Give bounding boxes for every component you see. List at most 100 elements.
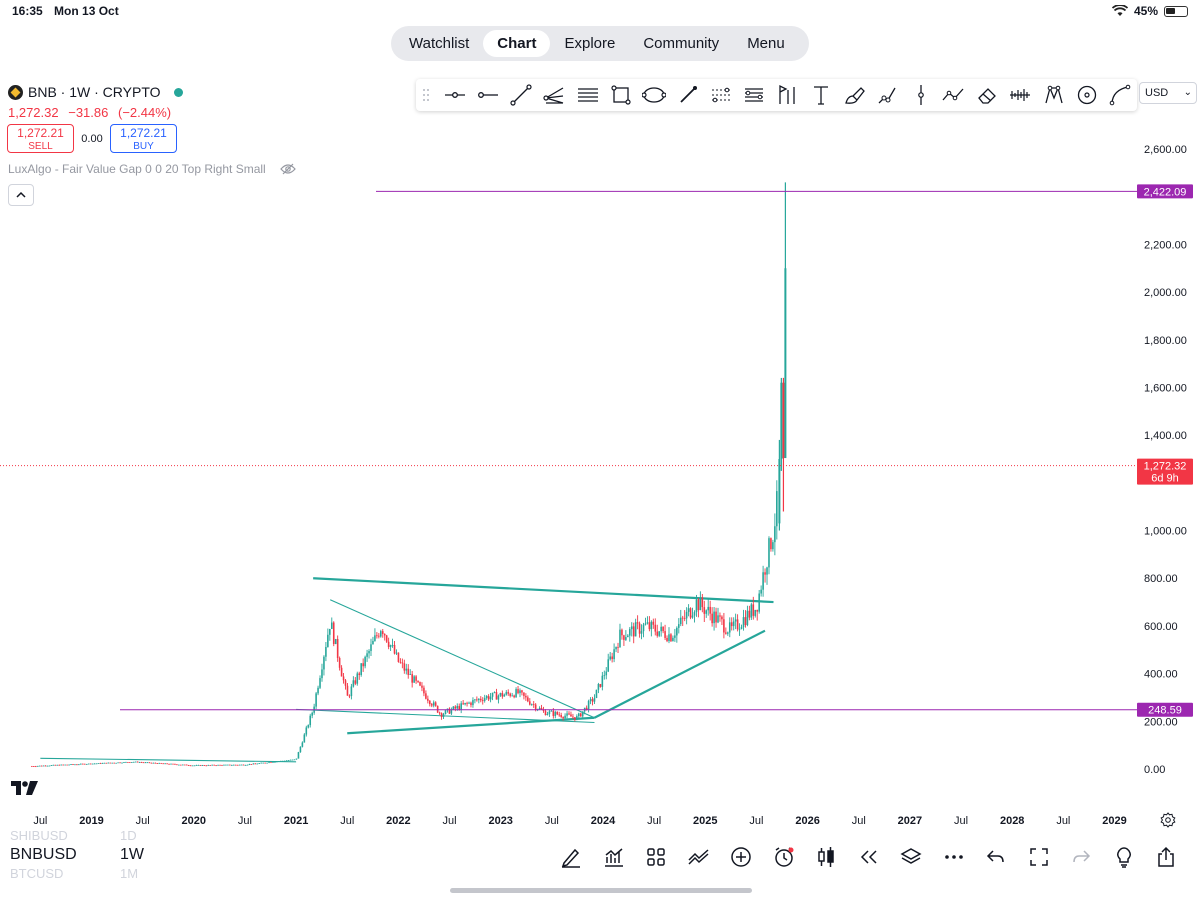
redo-icon[interactable] <box>1066 842 1096 872</box>
brush-icon[interactable] <box>671 79 704 111</box>
price-tick-label: 0.00 <box>1144 764 1165 776</box>
pitchfork-icon[interactable] <box>538 79 571 111</box>
candle-body <box>203 765 206 766</box>
volume-profile-icon[interactable] <box>1004 79 1037 111</box>
path-icon[interactable] <box>704 79 737 111</box>
hidden-eye-icon[interactable] <box>279 163 296 175</box>
candle-body <box>462 703 464 705</box>
text-icon[interactable] <box>804 79 837 111</box>
ellipse-icon[interactable] <box>638 79 671 111</box>
candle-body <box>103 762 106 764</box>
tab-menu[interactable]: Menu <box>747 35 785 52</box>
share-icon[interactable] <box>1151 842 1181 872</box>
gear-icon[interactable] <box>1160 812 1176 828</box>
candle-body <box>701 597 704 608</box>
trend-line-icon[interactable] <box>505 79 538 111</box>
drag-grip-icon[interactable] <box>422 87 430 103</box>
anchor-icon[interactable] <box>871 79 904 111</box>
undo-icon[interactable] <box>981 842 1011 872</box>
time-tick-label: 2028 <box>1000 815 1024 827</box>
vertical-line-icon[interactable] <box>904 79 937 111</box>
candle-body <box>401 662 404 664</box>
candle-body <box>730 622 733 627</box>
candle-body <box>250 764 253 765</box>
long-position-icon[interactable] <box>738 79 771 111</box>
bottom-symbol[interactable]: BNBUSD <box>10 846 77 863</box>
candle-body <box>760 589 762 594</box>
interval-select[interactable]: 1W <box>120 846 144 863</box>
projection-icon[interactable] <box>937 79 970 111</box>
sell-button[interactable]: 1,272.21 SELL <box>7 124 74 153</box>
collapse-legend-button[interactable] <box>8 184 34 206</box>
candle-body <box>507 692 510 694</box>
candle-body <box>80 763 82 765</box>
alert-icon[interactable] <box>769 842 799 872</box>
buy-button[interactable]: 1,272.21 BUY <box>110 124 177 153</box>
candle-body <box>517 689 519 694</box>
tab-explore[interactable]: Explore <box>564 35 616 52</box>
time-tick-label: 2029 <box>1102 815 1126 827</box>
parallel-channel-icon[interactable] <box>571 79 604 111</box>
candle-body <box>132 761 135 763</box>
bnb-logo-icon <box>8 84 23 100</box>
candle-body <box>472 700 474 706</box>
candle-body <box>334 639 337 645</box>
candle-body <box>768 538 770 568</box>
replay-icon[interactable] <box>854 842 884 872</box>
rectangle-icon[interactable] <box>604 79 637 111</box>
candle-body <box>34 766 37 768</box>
candle-body <box>97 763 100 764</box>
add-icon[interactable] <box>726 842 756 872</box>
tab-community[interactable]: Community <box>643 35 720 52</box>
currency-select[interactable]: USD ⌄ <box>1139 82 1197 104</box>
buy-label: BUY <box>133 141 154 152</box>
candle-body <box>752 604 755 616</box>
candle-body <box>303 734 306 743</box>
gann-box-icon[interactable] <box>771 79 804 111</box>
highlighter-icon[interactable] <box>837 79 870 111</box>
chart-type-icon[interactable] <box>811 842 841 872</box>
candle-body <box>144 762 147 764</box>
indicator-legend[interactable]: LuxAlgo - Fair Value Gap 0 0 20 Top Righ… <box>8 162 296 176</box>
compare-icon[interactable] <box>684 842 714 872</box>
candle-body <box>240 764 243 766</box>
candle-body <box>44 765 47 767</box>
eraser-icon[interactable] <box>971 79 1004 111</box>
sell-label: SELL <box>28 141 53 152</box>
cross-line-icon[interactable] <box>438 79 471 111</box>
candle-body <box>466 702 468 704</box>
tab-watchlist[interactable]: Watchlist <box>409 35 470 52</box>
candle-body <box>95 763 98 765</box>
candle-body <box>311 712 313 716</box>
circle-icon[interactable] <box>1070 79 1103 111</box>
fullscreen-icon[interactable] <box>1024 842 1054 872</box>
ideas-icon[interactable] <box>1109 842 1139 872</box>
candle-body <box>234 764 237 766</box>
layers-icon[interactable] <box>896 842 926 872</box>
candle-body <box>156 763 159 764</box>
candle-body <box>338 658 341 668</box>
candle-body <box>764 572 766 575</box>
candle-body <box>585 707 588 710</box>
indicators-icon[interactable] <box>599 842 629 872</box>
pattern-icon[interactable] <box>1037 79 1070 111</box>
home-indicator[interactable] <box>450 888 752 893</box>
candle-body <box>370 644 372 651</box>
tab-chart[interactable]: Chart <box>483 30 551 57</box>
symbol-title[interactable]: BNB · 1W · CRYPTO <box>28 84 161 100</box>
candle-body <box>528 701 531 705</box>
drawing-pen-icon[interactable] <box>556 842 586 872</box>
candle-body <box>146 762 149 764</box>
indicator-label[interactable]: LuxAlgo - Fair Value Gap 0 0 20 Top Righ… <box>8 162 266 176</box>
layouts-icon[interactable] <box>641 842 671 872</box>
candle-body <box>362 663 364 667</box>
symbol-header[interactable]: BNB · 1W · CRYPTO <box>8 84 183 100</box>
curve-icon[interactable] <box>1104 79 1137 111</box>
spread-value: 0.00 <box>81 132 103 145</box>
horizontal-ray-icon[interactable] <box>471 79 504 111</box>
candle-body <box>427 698 429 701</box>
candle-body <box>348 695 351 697</box>
more-icon[interactable] <box>939 842 969 872</box>
candle-body <box>603 675 606 677</box>
